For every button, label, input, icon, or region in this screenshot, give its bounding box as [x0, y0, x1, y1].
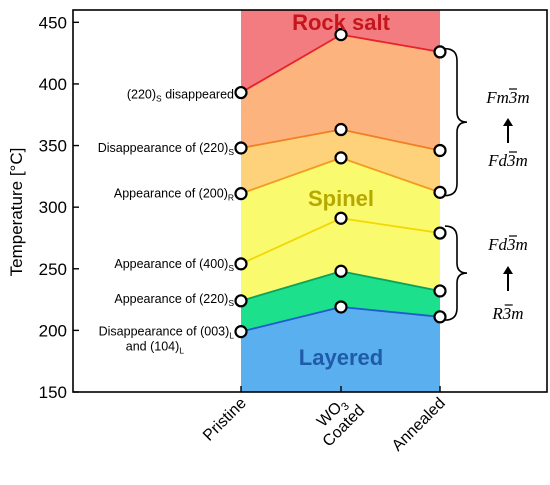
marker-1-0 — [234, 294, 248, 308]
phase-lower-bottom: R3m — [491, 304, 523, 323]
phase-lower-top: Fd3m — [487, 235, 528, 254]
marker-1-2 — [433, 284, 447, 298]
region-label-2: Layered — [299, 345, 383, 370]
y-tick-label-400: 400 — [39, 75, 67, 94]
annotation-3: Appearance of (200)R — [114, 187, 234, 203]
marker-3-2 — [433, 185, 447, 199]
marker-2-0 — [234, 257, 248, 271]
annotation-1: Appearance of (220)S — [114, 292, 234, 308]
y-tick-label-150: 150 — [39, 383, 67, 402]
region-label-0: Rock salt — [292, 10, 390, 35]
x-tick-label-0: Pristine — [200, 395, 250, 445]
marker-0-0 — [234, 325, 248, 339]
plot-frame — [72, 9, 548, 393]
y-tick-label-200: 200 — [39, 321, 67, 340]
y-tick-label-300: 300 — [39, 198, 67, 217]
region-labels: Rock salt Spinel Layered — [292, 10, 390, 370]
phase-transition-labels: Fm3m Fd3m Fd3m R3m — [444, 47, 530, 323]
arrow-upper-head — [503, 118, 513, 126]
spinel-region-light-orange — [241, 129, 440, 194]
y-tick-label-250: 250 — [39, 260, 67, 279]
layered-region — [241, 306, 440, 392]
marker-4-1 — [334, 122, 348, 137]
annotation-0: Disappearance of (003)L — [99, 325, 235, 341]
y-axis-label: Temperature [°C] — [7, 148, 26, 277]
marker-2-1 — [334, 211, 348, 225]
marker-2-2 — [433, 226, 447, 240]
annotation-5: (220)S disappeared — [127, 88, 234, 104]
y-tick-label-350: 350 — [39, 137, 67, 156]
x-tick-label-text: Annealed — [389, 395, 449, 455]
marker-4-2 — [433, 143, 447, 158]
marker-1-1 — [334, 264, 348, 278]
marker-5-2 — [433, 45, 447, 59]
x-tick-label-2: Annealed — [389, 395, 449, 455]
annotation-4: Disappearance of (220)S — [98, 141, 235, 157]
rock-salt-region — [241, 10, 440, 93]
marker-0-1 — [334, 300, 348, 314]
brace-upper — [444, 47, 468, 197]
phase-upper-bottom: Fd3m — [487, 151, 528, 170]
series-markers — [234, 28, 447, 339]
marker-0-2 — [433, 310, 447, 324]
brace-lower — [444, 225, 468, 321]
spinel-region-orange — [241, 34, 440, 151]
annotation-2: Appearance of (400)S — [114, 257, 234, 273]
marker-4-0 — [234, 141, 248, 155]
marker-5-0 — [234, 85, 248, 100]
marker-5-1 — [334, 28, 348, 42]
phase-upper-top: Fm3m — [485, 88, 529, 107]
arrow-lower-head — [503, 266, 513, 274]
spinel-region-yellow — [241, 157, 440, 301]
y-tick-label-450: 450 — [39, 13, 67, 32]
annotation-0-line2: and (104)L — [126, 340, 185, 356]
x-tick-label-text: Pristine — [200, 395, 250, 445]
region-label-1: Spinel — [308, 186, 374, 211]
marker-3-0 — [234, 187, 248, 201]
marker-3-1 — [334, 151, 348, 165]
